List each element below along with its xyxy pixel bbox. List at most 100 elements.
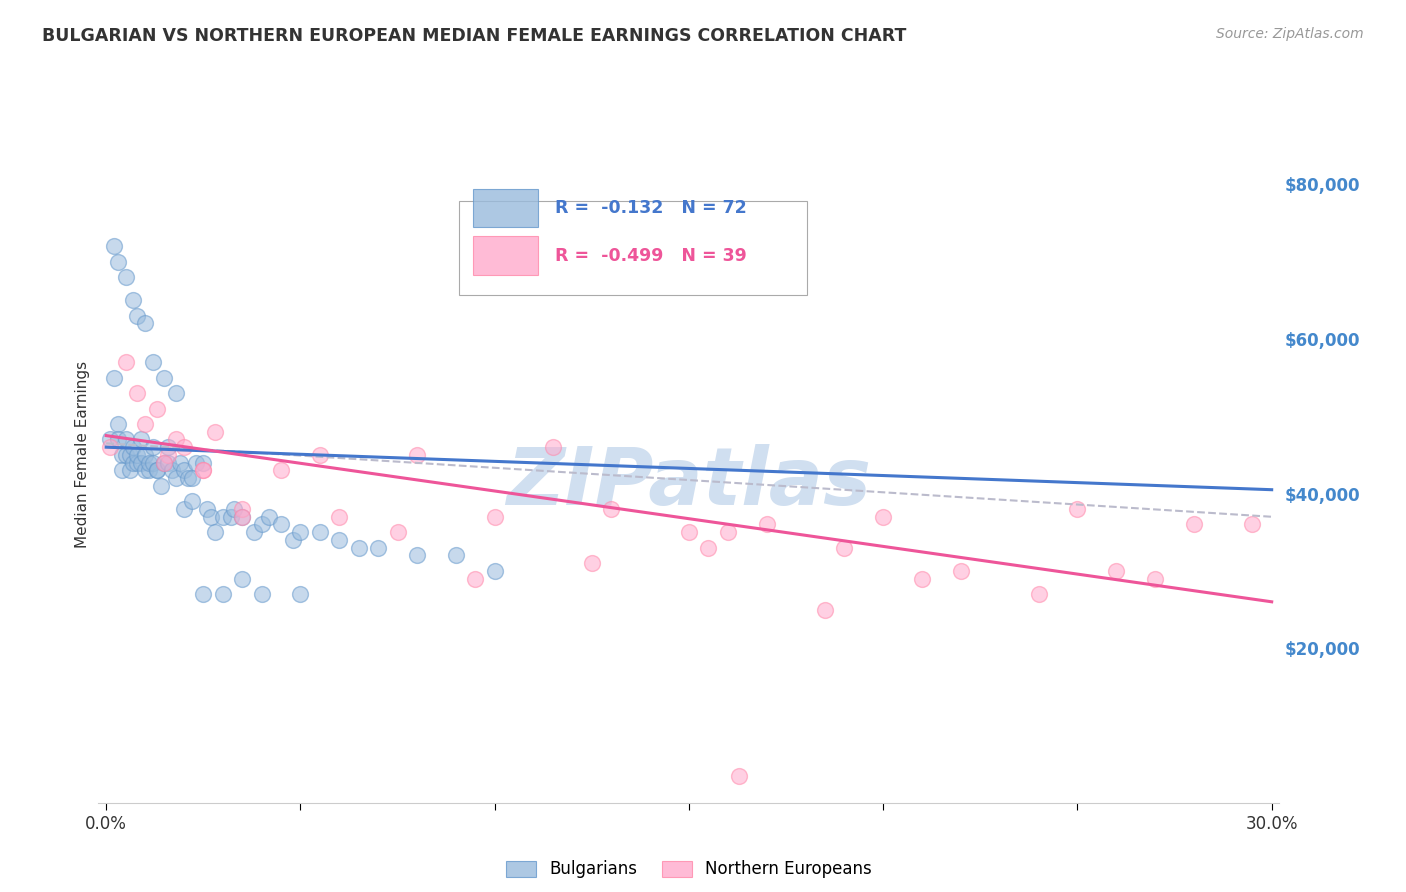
- Point: [200, 509, 222, 524]
- Point: [173, 463, 195, 477]
- Point: [290, 587, 312, 601]
- Point: [406, 549, 429, 563]
- Point: [347, 541, 370, 555]
- Point: [145, 463, 167, 477]
- Point: [122, 456, 145, 470]
- Point: [114, 433, 136, 447]
- Point: [153, 370, 176, 384]
- Point: [949, 564, 972, 578]
- Point: [134, 463, 156, 477]
- Point: [834, 541, 856, 555]
- Point: [107, 417, 129, 431]
- Point: [328, 533, 350, 547]
- Point: [157, 448, 180, 462]
- Point: [149, 479, 172, 493]
- Point: [180, 494, 202, 508]
- Point: [127, 309, 149, 323]
- Point: [211, 509, 233, 524]
- FancyBboxPatch shape: [472, 189, 537, 227]
- Point: [697, 541, 720, 555]
- Point: [581, 556, 603, 570]
- Point: [184, 456, 207, 470]
- Point: [717, 525, 740, 540]
- Y-axis label: Median Female Earnings: Median Female Earnings: [75, 361, 90, 549]
- Point: [270, 463, 292, 477]
- Point: [114, 270, 136, 285]
- Point: [250, 587, 273, 601]
- Text: Source: ZipAtlas.com: Source: ZipAtlas.com: [1216, 27, 1364, 41]
- Point: [290, 525, 312, 540]
- Point: [193, 463, 215, 477]
- Point: [309, 448, 332, 462]
- Point: [541, 440, 564, 454]
- FancyBboxPatch shape: [458, 201, 807, 295]
- Point: [193, 587, 215, 601]
- Point: [204, 425, 226, 439]
- Point: [728, 769, 751, 783]
- Point: [243, 525, 266, 540]
- Point: [444, 549, 467, 563]
- Point: [309, 525, 332, 540]
- Point: [129, 456, 152, 470]
- Point: [1241, 517, 1264, 532]
- Point: [387, 525, 409, 540]
- Point: [165, 386, 187, 401]
- Text: R =  -0.499   N = 39: R = -0.499 N = 39: [555, 246, 747, 265]
- Point: [98, 440, 121, 454]
- Point: [107, 433, 129, 447]
- Point: [484, 564, 506, 578]
- Point: [193, 463, 215, 477]
- Point: [1066, 502, 1088, 516]
- Point: [464, 572, 486, 586]
- Point: [129, 433, 152, 447]
- Point: [173, 440, 195, 454]
- Point: [169, 456, 191, 470]
- Point: [153, 456, 176, 470]
- Text: BULGARIAN VS NORTHERN EUROPEAN MEDIAN FEMALE EARNINGS CORRELATION CHART: BULGARIAN VS NORTHERN EUROPEAN MEDIAN FE…: [42, 27, 907, 45]
- Point: [127, 448, 149, 462]
- Point: [122, 293, 145, 308]
- Point: [911, 572, 934, 586]
- Point: [157, 456, 180, 470]
- Point: [165, 433, 187, 447]
- Point: [127, 456, 149, 470]
- Point: [281, 533, 304, 547]
- Point: [270, 517, 292, 532]
- Point: [134, 448, 156, 462]
- Point: [142, 440, 165, 454]
- Point: [231, 502, 253, 516]
- Point: [224, 502, 246, 516]
- Point: [114, 448, 136, 462]
- Point: [755, 517, 778, 532]
- Point: [484, 509, 506, 524]
- Point: [157, 440, 180, 454]
- FancyBboxPatch shape: [472, 236, 537, 275]
- Point: [118, 448, 141, 462]
- Point: [142, 456, 165, 470]
- Point: [180, 471, 202, 485]
- Point: [145, 463, 167, 477]
- Point: [177, 471, 200, 485]
- Point: [1182, 517, 1205, 532]
- Point: [138, 463, 160, 477]
- Point: [219, 509, 242, 524]
- Point: [678, 525, 700, 540]
- Point: [328, 509, 350, 524]
- Point: [122, 440, 145, 454]
- Point: [145, 401, 167, 416]
- Point: [165, 471, 187, 485]
- Point: [111, 448, 134, 462]
- Point: [162, 463, 183, 477]
- Point: [127, 386, 149, 401]
- Point: [1144, 572, 1167, 586]
- Point: [406, 448, 429, 462]
- Point: [231, 509, 253, 524]
- Point: [1105, 564, 1128, 578]
- Point: [231, 572, 253, 586]
- Point: [142, 355, 165, 369]
- Point: [367, 541, 389, 555]
- Point: [195, 502, 218, 516]
- Point: [1028, 587, 1050, 601]
- Point: [211, 587, 233, 601]
- Point: [193, 456, 215, 470]
